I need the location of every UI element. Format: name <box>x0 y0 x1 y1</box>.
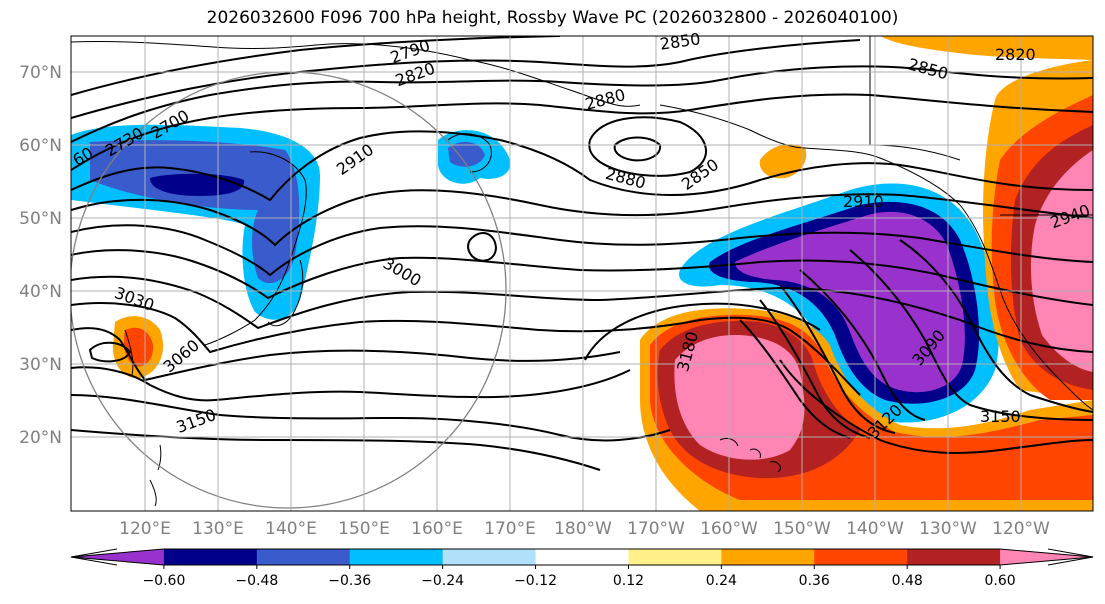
lat-label: 40°N <box>19 282 62 302</box>
contour-line <box>739 319 851 439</box>
colorbar-swatch <box>721 549 815 565</box>
colorbar-segments <box>70 548 1094 566</box>
contour-line <box>71 93 1093 171</box>
map-title: 2026032600 F096 700 hPa height, Rossby W… <box>206 8 899 28</box>
colorbar-tick-label: −0.60 <box>142 573 185 589</box>
colorbar-swatch <box>71 549 165 565</box>
map-frame <box>70 35 1094 512</box>
contour-line <box>71 65 1093 143</box>
lat-label: 50°N <box>19 209 62 229</box>
colorbar-ticks: −0.60 −0.48 −0.36 −0.24 −0.12 0.12 0.24 0.36 0.4… <box>142 565 1016 589</box>
lon-label: 170°E <box>484 519 536 539</box>
colorbar-tick-label: −0.48 <box>235 573 278 589</box>
lat-label: 20°N <box>19 428 62 448</box>
lat-label: 60°N <box>19 136 62 156</box>
lon-label: 170°W <box>627 519 685 539</box>
contour-label: 2820 <box>995 45 1036 64</box>
latitude-labels: 70°N 60°N 50°N 40°N 30°N 20°N <box>19 63 62 448</box>
colorbar-tick-label: 0.24 <box>706 573 737 589</box>
contour-line <box>588 116 707 177</box>
colorbar-swatch <box>814 549 908 565</box>
contour-line <box>71 189 1093 247</box>
coastline-japan <box>267 259 304 327</box>
lon-label: 140°E <box>265 519 317 539</box>
colorbar-swatch <box>907 549 1001 565</box>
contour-line <box>71 429 601 471</box>
contour-line <box>466 232 498 262</box>
colorbar-swatch <box>628 549 722 565</box>
lon-label: 130°E <box>192 519 244 539</box>
colorbar-swatch <box>163 549 258 565</box>
colorbar-tick-label: 0.48 <box>892 573 923 589</box>
colorbar-tick-label: 0.12 <box>613 573 644 589</box>
lon-label: 130°W <box>919 519 977 539</box>
positive-anomaly-shading-central-pacific <box>640 308 1093 511</box>
colorbar-swatch <box>535 549 630 565</box>
contour-line <box>899 239 1093 413</box>
lon-label: 180°W <box>554 519 612 539</box>
colorbar-tick-label: −0.24 <box>421 573 464 589</box>
contour-line <box>88 341 132 363</box>
colorbar-tick-label: −0.36 <box>328 573 371 589</box>
colorbar-tick-label: 0.36 <box>799 573 830 589</box>
contour-line <box>71 249 1093 306</box>
lon-label: 150°E <box>338 519 390 539</box>
lat-label: 70°N <box>19 63 62 83</box>
lon-label: 150°W <box>773 519 831 539</box>
contour-line <box>584 302 821 361</box>
colorbar-swatch <box>349 549 444 565</box>
contour-line <box>71 394 671 442</box>
contour-line <box>779 359 1093 454</box>
colorbar-arrows <box>70 548 1094 566</box>
colorbar-swatch <box>442 549 537 565</box>
lon-label: 140°W <box>846 519 904 539</box>
lon-label: 160°E <box>411 519 463 539</box>
coastline-east-asia <box>204 151 307 346</box>
negative-anomaly-shading-east-pacific <box>679 183 999 423</box>
contour-line <box>799 269 926 421</box>
contour-line <box>71 224 1093 277</box>
contour-line <box>759 299 871 439</box>
colorbar-swatch <box>1000 549 1093 565</box>
lon-label: 120°E <box>119 519 171 539</box>
contour-line <box>71 36 561 96</box>
lon-label: 120°W <box>992 519 1050 539</box>
lat-label: 30°N <box>19 355 62 375</box>
colorbar: −0.60 −0.48 −0.36 −0.24 −0.12 0.12 0.24 0.36 0.4… <box>70 548 1094 589</box>
contour-line <box>71 302 861 396</box>
coastline-siberia <box>71 41 641 107</box>
contour-line <box>779 284 896 434</box>
coastline-taiwan-philippines <box>124 329 162 507</box>
contour-label: 3150 <box>980 407 1021 426</box>
colorbar-tick-label: −0.12 <box>514 573 557 589</box>
coastline-hawaii <box>719 437 781 473</box>
colorbar-tick-label: 0.60 <box>985 573 1016 589</box>
colorbar-swatch <box>256 549 351 565</box>
contour-line <box>613 136 662 162</box>
contour-label: 2910 <box>843 192 884 211</box>
coastlines <box>71 36 1093 507</box>
contour-line <box>71 366 631 402</box>
graticule <box>71 36 1093 511</box>
negative-anomaly-shading-kamchatka <box>438 130 511 184</box>
contour-line <box>71 275 1093 353</box>
longitude-labels: 120°E 130°E 140°E 150°E 160°E 170°E 180°… <box>119 519 1050 539</box>
coastline-north-america <box>659 104 1093 411</box>
negative-anomaly-shading-west <box>71 124 320 320</box>
lon-label: 160°W <box>700 519 758 539</box>
